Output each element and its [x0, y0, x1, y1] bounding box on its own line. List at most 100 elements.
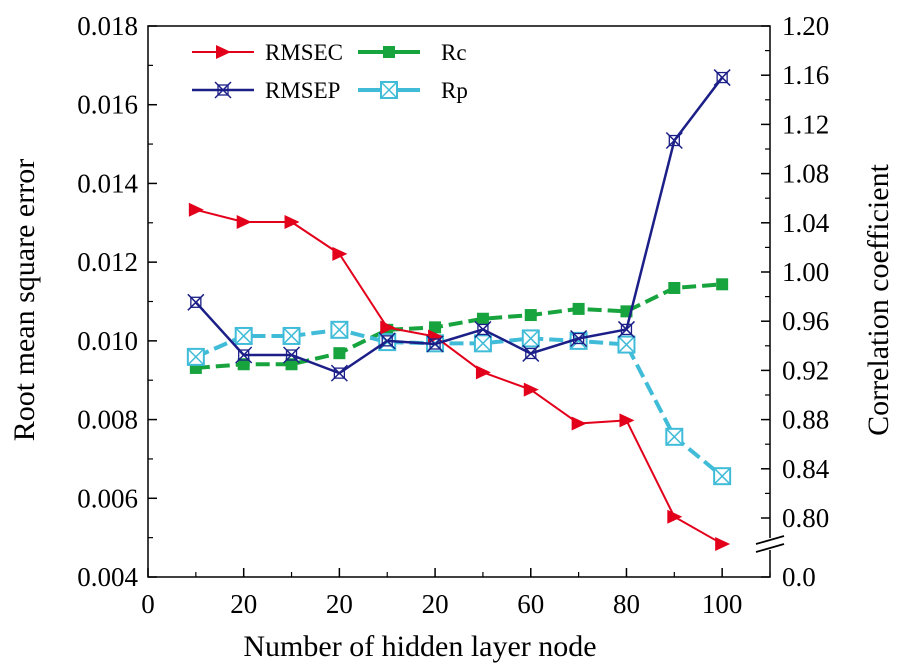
data-point-rmsec-20: [236, 214, 252, 229]
x-axis-title: Number of hidden layer node: [243, 630, 596, 663]
legend-marker-rmsep: [214, 81, 232, 99]
data-point-rmsec-70: [475, 365, 491, 380]
y-right-tick-label: 1.20: [782, 11, 829, 41]
legend-marker-rp: [380, 81, 398, 99]
y-right-tick-label: 1.08: [782, 159, 829, 189]
series-line-rmsep: [194, 76, 724, 375]
data-point-rmsep-60: [426, 335, 444, 353]
data-point-rp-40: [330, 320, 349, 339]
legend-label-rmsep: RMSEP: [265, 78, 340, 103]
data-point-rmsep-10: [187, 293, 205, 311]
data-point-rc-110: [668, 281, 681, 294]
x-tick-label: 20: [230, 589, 257, 619]
legend-label-rp: Rp: [441, 78, 468, 103]
data-point-rmsep-70: [474, 320, 492, 338]
break-gap: [756, 538, 784, 550]
x-tick-label: 100: [702, 589, 743, 619]
y-right-tick-label: 1.04: [782, 208, 830, 238]
data-point-rp-80: [521, 329, 540, 348]
y-right-tick-label: 0.80: [782, 503, 829, 533]
series-rmsec: [188, 202, 731, 551]
data-point-rc-120: [716, 278, 729, 291]
data-point-rmsec-100: [619, 413, 635, 428]
y-right-tick-label: 0.96: [782, 306, 829, 336]
data-point-rmsep-30: [283, 346, 301, 364]
series-rc: [189, 278, 729, 374]
y-right-tick-label: 0.0: [782, 562, 816, 592]
series-line-rmsec: [195, 208, 723, 545]
y-right-tick-label: 0.88: [782, 405, 829, 435]
x-tick-label: 80: [613, 589, 640, 619]
y-left-tick-label: 0.006: [77, 483, 138, 513]
y-left-tick-label: 0.008: [77, 405, 138, 435]
data-point-rmsep-110: [665, 131, 683, 150]
x-tick-label: 0: [141, 589, 155, 619]
data-point-rmsec-110: [667, 509, 683, 524]
y-left-tick-label: 0.010: [77, 326, 138, 356]
y-left-axis: 0.004 0.006 0.008 0.010 0.012 0.014 0.016 0.018: [77, 11, 157, 592]
data-point-rc-80: [524, 309, 537, 322]
y-left-tick-label: 0.018: [77, 11, 138, 41]
y-left-tick-label: 0.014: [77, 168, 138, 198]
data-point-rmsep-120: [713, 69, 731, 87]
data-point-rp-20: [234, 326, 253, 345]
data-point-rmsec-120: [715, 536, 731, 551]
data-point-rc-30: [285, 358, 298, 371]
data-point-rmsep-20: [235, 346, 253, 364]
y-right-tick-label: 1.16: [782, 60, 829, 90]
data-point-rmsep-40: [330, 364, 348, 382]
x-tick-label: 60: [517, 589, 544, 619]
data-point-rmsec-90: [571, 416, 587, 431]
legend-item-rc: Rc: [358, 40, 467, 65]
data-point-rmsep-50: [378, 332, 396, 350]
y-left-axis-title: Root mean square error: [8, 159, 41, 441]
x-tick-label: 20: [326, 589, 353, 619]
data-point-rp-110: [665, 427, 684, 446]
data-point-rp-70: [473, 334, 492, 353]
data-point-rc-40: [333, 347, 346, 360]
legend: RMSEC Rc RMSEP Rp: [192, 40, 468, 103]
data-point-rc-90: [572, 302, 585, 315]
data-point-rmsec-80: [523, 382, 539, 397]
y-right-tick-label: 0.84: [782, 454, 830, 484]
data-point-rc-20: [237, 358, 250, 371]
data-point-rp-100: [617, 335, 636, 354]
data-point-rp-30: [282, 326, 301, 345]
data-point-rmsec-40: [332, 246, 348, 261]
right-axis-break-mark: [755, 535, 785, 553]
x-axis: 0 20 20 20 60 80 100: [141, 568, 771, 619]
x-tick-label: 20: [422, 589, 449, 619]
y-right-tick-label: 1.12: [782, 109, 829, 139]
series-layer: [186, 69, 732, 551]
series-line-rc: [195, 282, 723, 370]
data-point-rmsep-90: [570, 329, 588, 348]
legend-label-rmsec: RMSEC: [265, 40, 343, 65]
y-left-tick-label: 0.016: [77, 90, 138, 120]
y-left-tick-label: 0.012: [77, 247, 138, 277]
y-right-axis: 0.0 0.80 0.84 0.88 0.92 0.96 1.00 1.04 1.08 1.12 1…: [761, 11, 830, 592]
data-point-rp-10: [186, 347, 205, 366]
data-point-rc-60: [429, 321, 442, 334]
plot-frame: [147, 25, 771, 578]
legend-item-rp: Rp: [358, 78, 468, 103]
data-point-rc-70: [476, 312, 489, 325]
data-point-rmsec-30: [284, 214, 300, 229]
legend-label-rc: Rc: [441, 40, 467, 65]
legend-marker-rmsec: [216, 45, 231, 59]
data-point-rp-120: [713, 467, 732, 486]
y-left-tick-label: 0.004: [77, 562, 138, 592]
series-rp: [186, 320, 732, 486]
data-point-rmsep-80: [522, 344, 540, 362]
legend-item-rmsep: RMSEP: [192, 78, 340, 103]
y-right-axis-title: Correlation coefficient: [862, 163, 895, 435]
data-point-rmsec-10: [188, 202, 204, 217]
legend-marker-rc: [383, 46, 395, 58]
y-right-tick-label: 0.92: [782, 355, 829, 385]
break-slash-upper: [755, 535, 785, 545]
legend-item-rmsec: RMSEC: [192, 40, 343, 65]
series-rmsep: [187, 69, 731, 382]
y-right-tick-label: 1.00: [782, 257, 829, 287]
data-point-rmsec-50: [380, 320, 396, 335]
data-point-rmsep-100: [617, 320, 635, 338]
